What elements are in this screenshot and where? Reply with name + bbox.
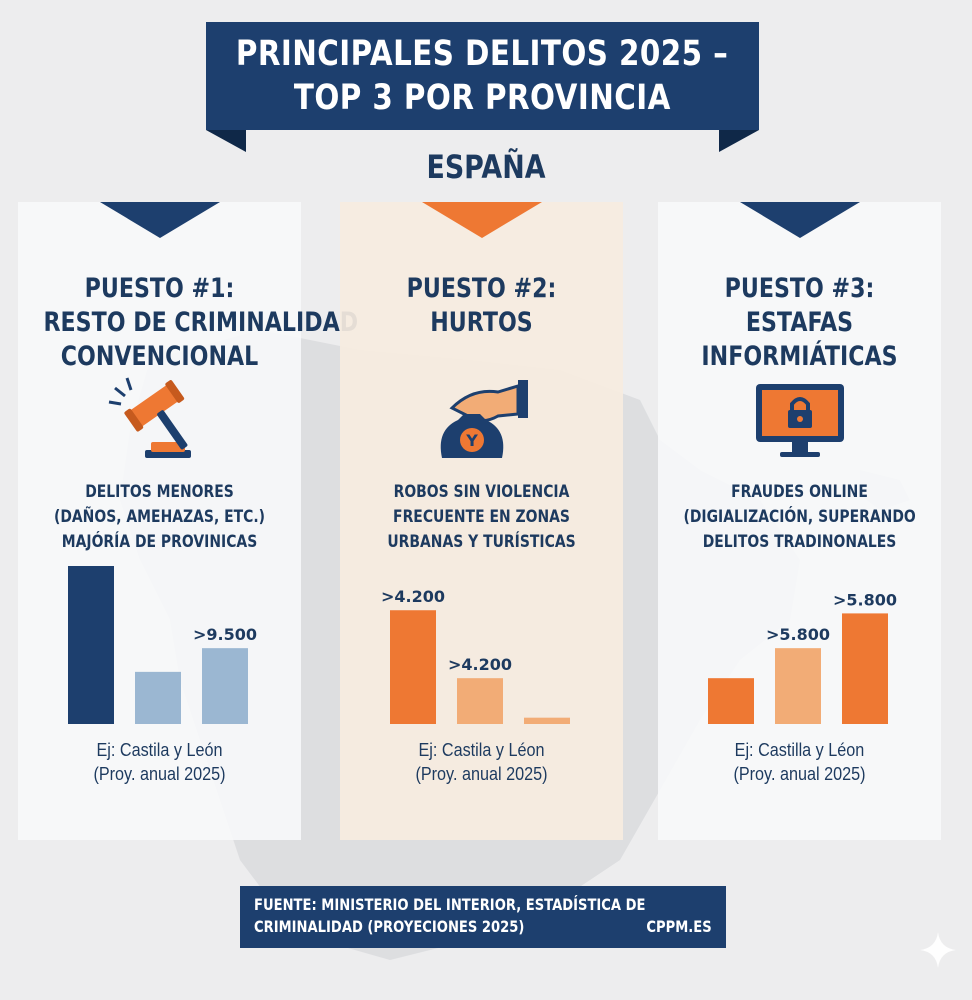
desc-line-3: MAJÓRÍA DE PROVINICAS bbox=[61, 532, 258, 552]
bar-chart: >4.200 >4.200 bbox=[381, 587, 570, 724]
bar-3 bbox=[202, 648, 248, 724]
source-line-2: CRIMINALIDAD (PROYECIONES 2025) bbox=[254, 917, 525, 936]
rank-line-2: HURTOS bbox=[430, 307, 533, 338]
example-note: Ej: Castilla y Léon (Proy. anual 2025) bbox=[658, 738, 941, 786]
sparkle-icon bbox=[920, 932, 956, 968]
desc-line-2: (DIGIALIZACIÓN, SUPERANDO bbox=[683, 507, 916, 527]
rank-line-2: ESTAFAS bbox=[745, 307, 854, 338]
country-label: ESPAÑA bbox=[426, 148, 546, 186]
desc-line-2: FRECUENTE EN ZONAS bbox=[393, 507, 570, 527]
rank-title: PUESTO #1: RESTO DE CRIMINALIDAD CONVENC… bbox=[18, 272, 359, 374]
example-line-2: (Proy. anual 2025) bbox=[733, 764, 866, 784]
bar-1 bbox=[68, 566, 114, 724]
title-banner: PRINCIPALES DELITOS 2025 – TOP 3 POR PRO… bbox=[206, 22, 759, 130]
rank-title: PUESTO #2: HURTOS bbox=[340, 272, 623, 340]
rank-title: PUESTO #3: ESTAFAS INFORMIÁTICAS bbox=[658, 272, 941, 374]
ribbon-fold-left bbox=[206, 130, 246, 152]
bar-chart: >5.800>5.800 bbox=[708, 590, 897, 724]
hand-money-bag-icon: Y bbox=[440, 380, 528, 458]
example-line-2: (Proy. anual 2025) bbox=[93, 764, 226, 784]
desc-line-3: DELITOS TRADINONALES bbox=[702, 532, 897, 552]
bar-2 bbox=[775, 648, 821, 724]
panel-rank-3: PUESTO #3: ESTAFAS INFORMIÁTICAS FRAUDES… bbox=[658, 202, 941, 840]
bar-value-label: >9.500 bbox=[193, 625, 257, 644]
example-line-1: Ej: Castila y León bbox=[96, 740, 223, 760]
bar-value-label: >5.800 bbox=[833, 590, 897, 609]
panel-rank-2: PUESTO #2: HURTOS Y ROBOS SIN VIOLENCIA … bbox=[340, 202, 623, 840]
rank-line-1: PUESTO #1: bbox=[84, 273, 235, 304]
svg-text:Y: Y bbox=[465, 431, 478, 450]
gavel-icon bbox=[108, 377, 191, 458]
rank-line-2: RESTO DE CRIMINALIDAD bbox=[43, 307, 359, 338]
bar-2 bbox=[457, 678, 503, 724]
title-line-2: TOP 3 POR PROVINCIA bbox=[294, 78, 671, 118]
desc-line-1: DELITOS MENORES bbox=[85, 482, 234, 502]
desc-line-1: FRAUDES ONLINE bbox=[731, 482, 868, 502]
panel-rank-1: PUESTO #1: RESTO DE CRIMINALIDAD CONVENC… bbox=[18, 202, 359, 840]
rank-line-1: PUESTO #3: bbox=[724, 273, 875, 304]
ribbon-fold-right bbox=[719, 130, 759, 152]
example-line-2: (Proy. anual 2025) bbox=[415, 764, 548, 784]
example-line-1: Ej: Castila y Léon bbox=[418, 740, 545, 760]
rank-line-1: PUESTO #2: bbox=[406, 273, 557, 304]
panel-notch bbox=[739, 202, 860, 238]
rank-line-3: CONVENCIONAL bbox=[60, 341, 259, 372]
desc-line-2: (DAÑOS, AMEHAZAS, ETC.) bbox=[53, 507, 266, 527]
example-line-1: Ej: Castilla y Léon bbox=[734, 740, 865, 760]
panel-description: DELITOS MENORES (DAÑOS, AMEHAZAS, ETC.) … bbox=[18, 480, 301, 555]
bar-chart: >9.500 bbox=[68, 566, 257, 724]
title-line-1: PRINCIPALES DELITOS 2025 – bbox=[236, 34, 729, 74]
source-footer: FUENTE: MINISTERIO DEL INTERIOR, ESTADÍS… bbox=[240, 886, 726, 948]
source-line-1: FUENTE: MINISTERIO DEL INTERIOR, ESTADÍS… bbox=[254, 895, 646, 914]
bar-1 bbox=[390, 610, 436, 724]
panel-description: ROBOS SIN VIOLENCIA FRECUENTE EN ZONAS U… bbox=[340, 480, 623, 555]
desc-line-1: ROBOS SIN VIOLENCIA bbox=[393, 482, 570, 502]
site-label: CPPM.ES bbox=[646, 917, 712, 936]
bar-3 bbox=[842, 613, 888, 724]
bar-value-label: >5.800 bbox=[766, 625, 830, 644]
panel-description: FRAUDES ONLINE (DIGIALIZACIÓN, SUPERANDO… bbox=[658, 480, 941, 555]
panel-notch bbox=[421, 202, 542, 238]
bar-value-label: >4.200 bbox=[381, 587, 445, 606]
desc-line-3: URBANAS Y TURÍSTICAS bbox=[387, 532, 576, 552]
rank-line-3: INFORMIÁTICAS bbox=[701, 341, 898, 372]
example-note: Ej: Castila y León (Proy. anual 2025) bbox=[18, 738, 301, 786]
bar-3 bbox=[524, 717, 570, 724]
panel-notch bbox=[99, 202, 220, 238]
example-note: Ej: Castila y Léon (Proy. anual 2025) bbox=[340, 738, 623, 786]
bar-2 bbox=[135, 671, 181, 724]
monitor-lock-icon bbox=[755, 384, 844, 457]
bar-1 bbox=[708, 678, 754, 724]
bar-value-label: >4.200 bbox=[448, 655, 512, 674]
